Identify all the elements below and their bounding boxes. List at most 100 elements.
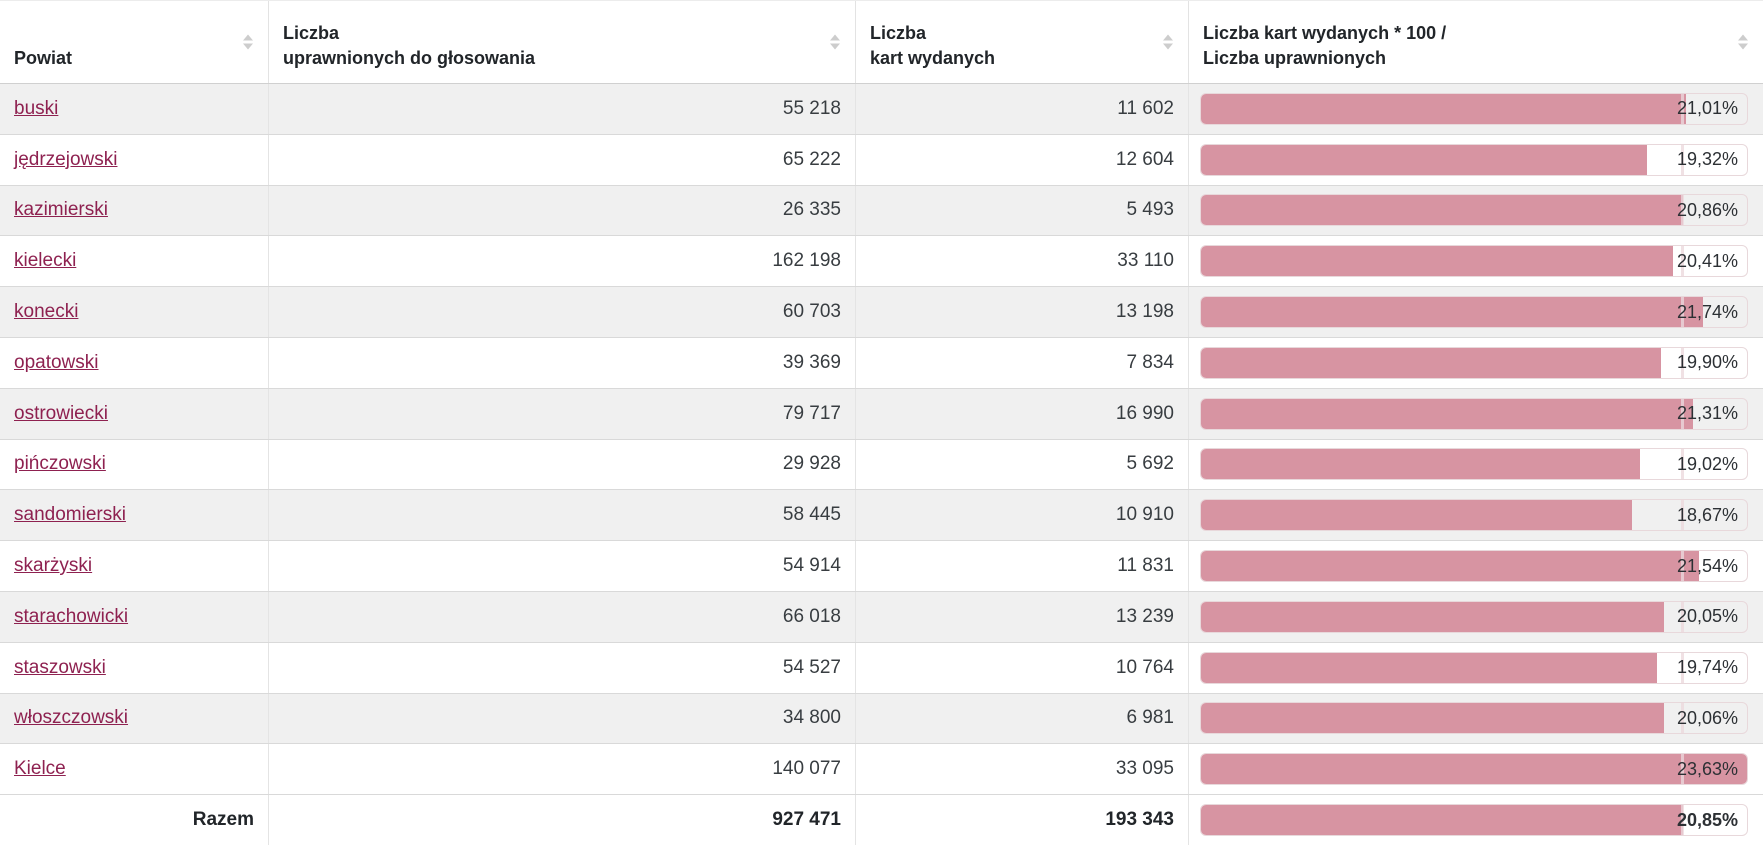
turnout-bar-cell: 19,02% [1188, 439, 1763, 490]
turnout-bar-track: 19,02% [1200, 448, 1748, 481]
turnout-percentage: 19,74% [1676, 657, 1738, 678]
column-header-powiat[interactable]: Powiat [0, 1, 268, 83]
column-header-eligible[interactable]: Liczba uprawnionych do głosowania [268, 1, 855, 83]
turnout-percentage: 21,31% [1676, 403, 1738, 424]
eligible-voters-cell: 927 471 [268, 795, 855, 845]
turnout-bar-fill [1201, 195, 1683, 226]
eligible-voters-cell: 54 527 [268, 642, 855, 693]
powiat-cell: buski [0, 84, 268, 134]
eligible-voters-cell: 66 018 [268, 591, 855, 642]
turnout-percentage: 20,86% [1676, 199, 1738, 220]
powiat-link[interactable]: konecki [14, 301, 79, 323]
average-turnout-marker [1680, 195, 1684, 226]
cards-issued-cell: 6 981 [855, 693, 1188, 744]
turnout-bar-track: 20,85% [1200, 804, 1748, 837]
turnout-bar-track: 18,67% [1200, 499, 1748, 532]
powiat-link[interactable]: skarżyski [14, 555, 93, 577]
sort-asc-arrow-icon [830, 34, 840, 41]
powiat-link[interactable]: opatowski [14, 351, 99, 373]
turnout-bar-cell: 18,67% [1188, 490, 1763, 541]
turnout-percentage: 20,06% [1676, 707, 1738, 728]
average-turnout-marker [1680, 93, 1684, 124]
powiat-cell: pińczowski [0, 440, 268, 490]
turnout-percentage: 21,54% [1676, 555, 1738, 576]
average-turnout-marker [1680, 703, 1684, 734]
average-turnout-marker [1680, 246, 1684, 277]
eligible-voters-cell: 39 369 [268, 337, 855, 388]
turnout-bar-cell: 21,31% [1188, 388, 1763, 439]
turnout-bar-cell: 20,41% [1188, 236, 1763, 287]
sort-desc-arrow-icon [1163, 43, 1173, 50]
turnout-percentage: 20,41% [1676, 250, 1738, 271]
turnout-bar-fill [1201, 297, 1704, 328]
eligible-voters-cell: 79 717 [268, 388, 855, 439]
column-header-ratio[interactable]: Liczba kart wydanych * 100 / Liczba upraw… [1188, 1, 1763, 83]
sort-icon[interactable] [1163, 34, 1173, 50]
turnout-bar-fill [1201, 449, 1641, 480]
sort-desc-arrow-icon [1738, 43, 1748, 50]
powiat-link[interactable]: starachowicki [14, 605, 129, 627]
average-turnout-marker [1680, 398, 1684, 429]
sort-icon[interactable] [243, 34, 253, 50]
turnout-bar-track: 20,41% [1200, 245, 1748, 278]
turnout-bar-fill [1201, 347, 1661, 378]
turnout-percentage: 21,01% [1676, 98, 1738, 119]
turnout-bar-track: 20,05% [1200, 600, 1748, 633]
turnout-percentage: 18,67% [1676, 504, 1738, 525]
total-row: Razem 927 471 193 343 20,85% [0, 795, 1763, 845]
table-row: Kielce 140 077 33 095 23,63% [0, 744, 1763, 796]
table-row: jędrzejowski 65 222 12 604 19,32% [0, 134, 1763, 186]
eligible-voters-cell: 162 198 [268, 236, 855, 287]
powiat-link[interactable]: staszowski [14, 656, 106, 678]
powiat-cell: kazimierski [0, 186, 268, 236]
powiat-cell: włoszczowski [0, 694, 268, 744]
powiat-cell: starachowicki [0, 592, 268, 642]
sort-icon[interactable] [830, 34, 840, 50]
powiat-cell: staszowski [0, 643, 268, 693]
powiat-cell: Kielce [0, 744, 268, 794]
powiat-link[interactable]: pińczowski [14, 453, 106, 475]
powiat-cell: ostrowiecki [0, 389, 268, 439]
column-header-cards[interactable]: Liczba kart wydanych [855, 1, 1188, 83]
powiat-link[interactable]: kazimierski [14, 199, 108, 221]
powiat-cell: Razem [0, 795, 268, 845]
turnout-bar-fill [1201, 652, 1658, 683]
turnout-bar-fill [1201, 703, 1665, 734]
table-body: buski 55 218 11 602 21,01% jędrzejowski 65 22… [0, 84, 1763, 845]
turnout-bar-cell: 19,74% [1188, 642, 1763, 693]
powiat-link[interactable]: Kielce [14, 758, 66, 780]
turnout-bar-cell: 21,01% [1188, 84, 1763, 134]
average-turnout-marker [1680, 601, 1684, 632]
column-header-label: kart wydanych [870, 48, 996, 68]
cards-issued-cell: 33 095 [855, 744, 1188, 795]
powiat-link[interactable]: sandomierski [14, 504, 126, 526]
powiat-link[interactable]: kielecki [14, 250, 77, 272]
sort-desc-arrow-icon [243, 43, 253, 50]
sort-asc-arrow-icon [243, 34, 253, 41]
table-row: opatowski 39 369 7 834 19,90% [0, 337, 1763, 389]
turnout-bar-track: 19,32% [1200, 143, 1748, 176]
powiat-link[interactable]: włoszczowski [14, 707, 129, 729]
powiat-cell: kielecki [0, 236, 268, 286]
turnout-bar-fill [1201, 805, 1683, 836]
sort-icon[interactable] [1738, 34, 1748, 50]
turnout-bar-track: 20,06% [1200, 702, 1748, 735]
powiat-link[interactable]: jędrzejowski [14, 148, 118, 170]
eligible-voters-cell: 140 077 [268, 744, 855, 795]
turnout-bar-fill [1201, 754, 1747, 785]
turnout-bar-track: 19,74% [1200, 651, 1748, 684]
powiat-link[interactable]: buski [14, 97, 59, 119]
column-header-label: Liczba kart wydanych * 100 / [1203, 23, 1447, 43]
cards-issued-cell: 7 834 [855, 337, 1188, 388]
average-turnout-marker [1680, 652, 1684, 683]
turnout-percentage: 21,74% [1676, 301, 1738, 322]
eligible-voters-cell: 34 800 [268, 693, 855, 744]
turnout-bar-cell: 19,90% [1188, 337, 1763, 388]
powiat-link[interactable]: ostrowiecki [14, 402, 108, 424]
turnout-bar-fill [1201, 398, 1694, 429]
turnout-bar-cell: 21,74% [1188, 287, 1763, 337]
cards-issued-cell: 11 831 [855, 541, 1188, 591]
sort-asc-arrow-icon [1738, 34, 1748, 41]
turnout-bar-fill [1201, 144, 1648, 175]
column-header-label: Liczba uprawnionych [1203, 48, 1387, 68]
